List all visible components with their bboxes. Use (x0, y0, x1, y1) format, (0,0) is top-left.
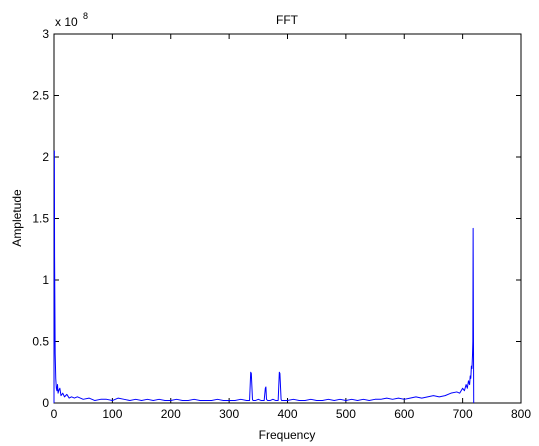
y-tick-label: 0.5 (32, 335, 49, 349)
y-exponent-label: x 10 (55, 15, 78, 29)
y-tick-label: 1.5 (32, 212, 49, 226)
x-tick-label: 500 (336, 407, 356, 421)
fft-series-line (53, 150, 475, 404)
y-tick-label: 0 (42, 396, 49, 410)
y-tick-label: 2.5 (32, 89, 49, 103)
y-tick-label: 2 (42, 150, 49, 164)
x-tick-label: 600 (394, 407, 414, 421)
x-axis-title: Frequency (259, 428, 316, 442)
x-tick-label: 100 (102, 407, 122, 421)
y-tick-label: 3 (42, 27, 49, 41)
x-tick-label: 200 (161, 407, 181, 421)
x-tick-label: 0 (51, 407, 58, 421)
x-tick-label: 800 (511, 407, 531, 421)
y-axis-title: Ampletude (10, 189, 24, 247)
x-tick-label: 400 (277, 407, 297, 421)
x-tick-label: 300 (219, 407, 239, 421)
chart-title: FFT (276, 13, 299, 27)
series-group (53, 150, 475, 404)
ticks-group: 0 100 200 300 400 500 600 700 800 0 0.5 1 1.5 2 2.5 3 (32, 27, 531, 421)
y-exponent-power: 8 (83, 11, 88, 21)
y-tick-label: 1 (42, 273, 49, 287)
x-tick-label: 700 (453, 407, 473, 421)
plot-area (53, 33, 522, 404)
